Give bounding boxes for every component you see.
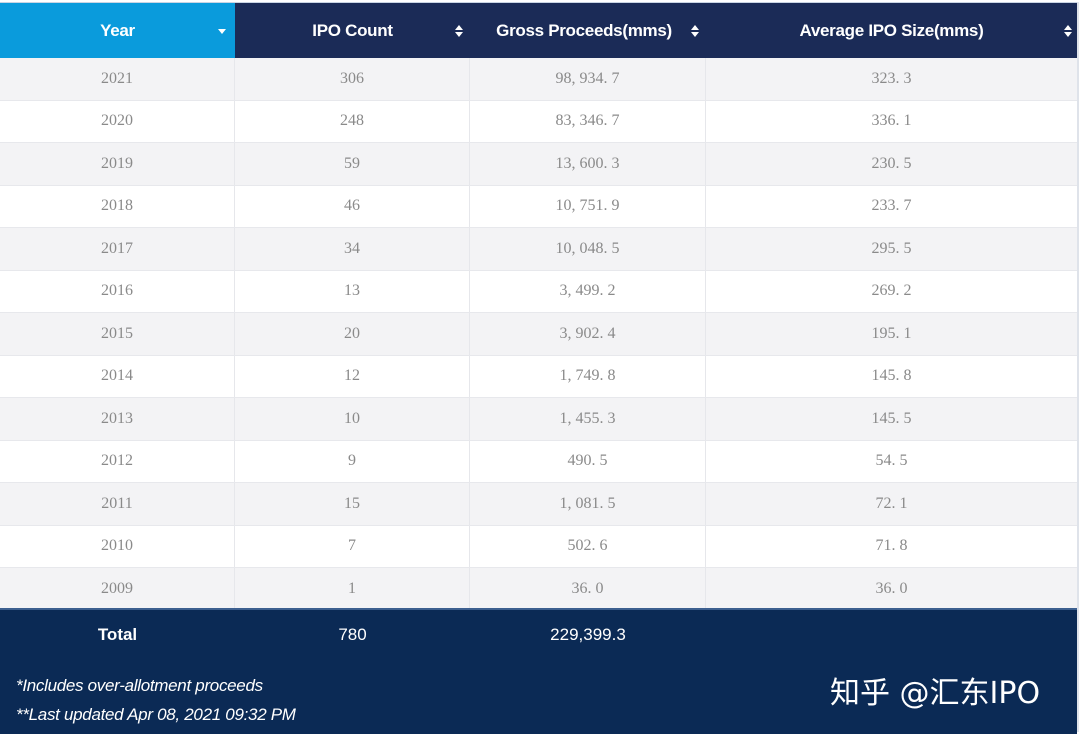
cell-average-ipo-size: 36. 0 bbox=[875, 579, 908, 597]
table-row: 2012 9 490. 5 54. 5 bbox=[0, 440, 1077, 483]
table-row: 2010 7 502. 6 71. 8 bbox=[0, 525, 1077, 568]
cell-year: 2017 bbox=[0, 228, 235, 270]
cell-average-ipo-size: 145. 5 bbox=[871, 409, 912, 427]
sort-both-icon[interactable] bbox=[1063, 24, 1073, 38]
table-footer: Total 780 229,399.3 *Includes over-allot… bbox=[0, 608, 1077, 734]
cell-average-ipo-size: 269. 2 bbox=[871, 282, 912, 300]
total-label: Total bbox=[97, 625, 138, 644]
cell-average-ipo-size: 323. 3 bbox=[871, 69, 912, 87]
table-row: 2011 15 1, 081. 5 72. 1 bbox=[0, 483, 1077, 526]
watermark: 知乎 @汇东IPO bbox=[830, 676, 1041, 711]
cell-ipo-count: 9 bbox=[235, 440, 470, 482]
cell-year: 2020 bbox=[0, 100, 235, 142]
cell-ipo-count: 59 bbox=[235, 143, 470, 185]
cell-ipo-count: 248 bbox=[235, 100, 470, 142]
cell-average-ipo-size: 233. 7 bbox=[871, 197, 912, 215]
column-header-label: Average IPO Size(mms) bbox=[799, 20, 984, 40]
cell-ipo-count: 306 bbox=[235, 58, 470, 100]
cell-ipo-count: 46 bbox=[235, 185, 470, 227]
table-header: Year IPO Count Gross Proceeds(mms) Avera… bbox=[0, 2, 1077, 58]
column-header-year[interactable]: Year bbox=[0, 3, 235, 58]
table-row: 2019 59 13, 600. 3 230. 5 bbox=[0, 143, 1077, 186]
cell-gross-proceeds: 490. 5 bbox=[470, 440, 706, 482]
cell-average-ipo-size: 195. 1 bbox=[871, 324, 912, 342]
cell-year: 2021 bbox=[0, 58, 235, 100]
cell-average-ipo-size: 54. 5 bbox=[875, 452, 908, 470]
table-row: 2015 20 3, 902. 4 195. 1 bbox=[0, 313, 1077, 356]
sort-both-icon[interactable] bbox=[690, 24, 700, 38]
total-row: Total 780 229,399.3 bbox=[0, 610, 1077, 660]
table-row: 2014 12 1, 749. 8 145. 8 bbox=[0, 355, 1077, 398]
total-average-ipo-size bbox=[706, 610, 1077, 660]
cell-gross-proceeds: 1, 455. 3 bbox=[470, 398, 706, 440]
cell-ipo-count: 34 bbox=[235, 228, 470, 270]
cell-year: 2015 bbox=[0, 313, 235, 355]
footnote-over-allotment: *Includes over-allotment proceeds bbox=[16, 676, 263, 695]
cell-year: 2011 bbox=[0, 483, 235, 525]
footnote-last-updated: **Last updated Apr 08, 2021 09:32 PM bbox=[16, 705, 296, 724]
column-header-label: Gross Proceeds(mms) bbox=[496, 20, 672, 40]
cell-gross-proceeds: 98, 934. 7 bbox=[470, 58, 706, 100]
cell-ipo-count: 15 bbox=[235, 483, 470, 525]
cell-average-ipo-size: 295. 5 bbox=[871, 239, 912, 257]
cell-year: 2013 bbox=[0, 398, 235, 440]
cell-average-ipo-size: 145. 8 bbox=[871, 367, 912, 385]
cell-year: 2010 bbox=[0, 525, 235, 567]
table-row: 2018 46 10, 751. 9 233. 7 bbox=[0, 185, 1077, 228]
cell-gross-proceeds: 3, 902. 4 bbox=[470, 313, 706, 355]
sort-desc-icon[interactable] bbox=[217, 24, 227, 38]
cell-average-ipo-size: 230. 5 bbox=[871, 154, 912, 172]
cell-year: 2019 bbox=[0, 143, 235, 185]
column-header-gross-proceeds[interactable]: Gross Proceeds(mms) bbox=[470, 3, 706, 58]
cell-gross-proceeds: 1, 081. 5 bbox=[470, 483, 706, 525]
cell-gross-proceeds: 83, 346. 7 bbox=[470, 100, 706, 142]
cell-ipo-count: 13 bbox=[235, 270, 470, 312]
table-row: 2020 248 83, 346. 7 336. 1 bbox=[0, 100, 1077, 143]
cell-ipo-count: 20 bbox=[235, 313, 470, 355]
cell-year: 2016 bbox=[0, 270, 235, 312]
total-gross-proceeds: 229,399.3 bbox=[550, 625, 626, 644]
cell-gross-proceeds: 502. 6 bbox=[470, 525, 706, 567]
table-row: 2009 1 36. 0 36. 0 bbox=[0, 568, 1077, 611]
cell-gross-proceeds: 10, 048. 5 bbox=[470, 228, 706, 270]
cell-gross-proceeds: 10, 751. 9 bbox=[470, 185, 706, 227]
cell-year: 2009 bbox=[0, 568, 235, 610]
cell-year: 2018 bbox=[0, 185, 235, 227]
column-header-average-ipo-size[interactable]: Average IPO Size(mms) bbox=[706, 3, 1077, 58]
cell-average-ipo-size: 72. 1 bbox=[875, 494, 908, 512]
cell-gross-proceeds: 1, 749. 8 bbox=[470, 355, 706, 397]
cell-year: 2014 bbox=[0, 355, 235, 397]
cell-year: 2012 bbox=[0, 440, 235, 482]
cell-ipo-count: 10 bbox=[235, 398, 470, 440]
cell-gross-proceeds: 36. 0 bbox=[470, 568, 706, 610]
cell-ipo-count: 1 bbox=[235, 568, 470, 610]
total-ipo-count: 780 bbox=[338, 625, 367, 644]
table-row: 2021 306 98, 934. 7 323. 3 bbox=[0, 58, 1077, 101]
table-row: 2017 34 10, 048. 5 295. 5 bbox=[0, 228, 1077, 271]
cell-ipo-count: 7 bbox=[235, 525, 470, 567]
column-header-label: IPO Count bbox=[312, 20, 393, 40]
cell-gross-proceeds: 13, 600. 3 bbox=[470, 143, 706, 185]
cell-average-ipo-size: 336. 1 bbox=[871, 112, 912, 130]
column-header-label: Year bbox=[100, 20, 135, 40]
table-body: 2021 306 98, 934. 7 323. 3 2020 248 83, … bbox=[0, 58, 1077, 611]
table-row: 2016 13 3, 499. 2 269. 2 bbox=[0, 270, 1077, 313]
cell-average-ipo-size: 71. 8 bbox=[875, 537, 908, 555]
cell-gross-proceeds: 3, 499. 2 bbox=[470, 270, 706, 312]
cell-ipo-count: 12 bbox=[235, 355, 470, 397]
table-row: 2013 10 1, 455. 3 145. 5 bbox=[0, 398, 1077, 441]
sort-both-icon[interactable] bbox=[454, 24, 464, 38]
column-header-ipo-count[interactable]: IPO Count bbox=[235, 3, 470, 58]
